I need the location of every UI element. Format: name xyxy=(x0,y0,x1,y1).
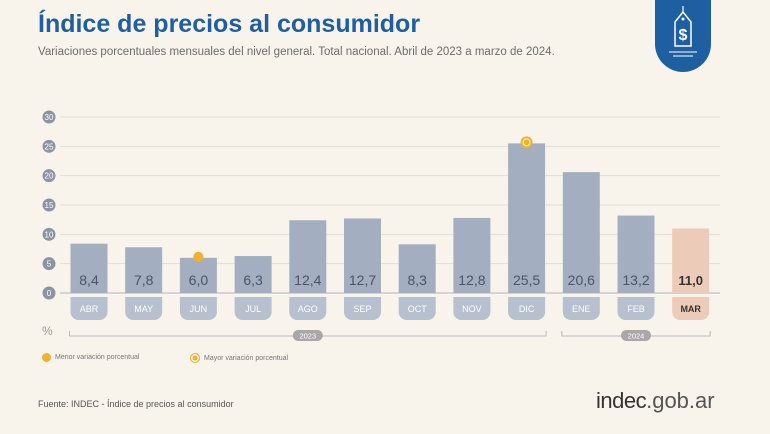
y-tick-marker xyxy=(42,110,56,124)
month-pill xyxy=(125,297,163,320)
bar xyxy=(672,228,710,293)
month-pill xyxy=(344,297,381,320)
indec-logo: indec.gob.ar xyxy=(596,388,715,413)
y-tick-marker xyxy=(42,286,56,300)
bar xyxy=(179,257,217,293)
bar xyxy=(398,244,436,293)
bar xyxy=(617,215,655,293)
y-tick-marker xyxy=(42,139,56,153)
price-tag-dollar-icon: $ xyxy=(655,0,711,72)
data-label: 8,4 xyxy=(79,272,99,288)
page-subtitle: Variaciones porcentuales mensuales del n… xyxy=(38,46,555,58)
month-pill xyxy=(562,297,600,320)
y-tick-label: 0 xyxy=(47,289,52,298)
y-tick-marker xyxy=(42,169,56,183)
x-tick-label: DIC xyxy=(519,304,535,314)
y-tick-marker xyxy=(42,227,56,241)
y-tick-label: 15 xyxy=(45,201,54,210)
max-marker xyxy=(520,136,533,149)
min-marker-icon xyxy=(42,353,51,362)
y-tick-label: 30 xyxy=(45,113,54,122)
month-pill xyxy=(508,297,546,320)
bar xyxy=(70,243,108,293)
month-pill xyxy=(672,297,710,320)
month-pill xyxy=(398,297,436,320)
year-pill xyxy=(292,330,323,341)
bar xyxy=(562,172,600,293)
data-label: 6,0 xyxy=(189,272,209,288)
x-tick-label: JUN xyxy=(190,304,208,314)
y-tick-label: 5 xyxy=(47,260,52,269)
x-tick-label: ENE xyxy=(572,304,591,314)
data-label: 13,2 xyxy=(622,272,649,288)
legend-max: Mayor variación porcentual xyxy=(190,353,288,363)
month-pill xyxy=(70,297,108,320)
y-axis-unit: % xyxy=(42,324,53,338)
x-tick-label: MAY xyxy=(134,304,153,314)
y-tick-label: 20 xyxy=(45,172,54,181)
data-label: 7,8 xyxy=(134,272,154,288)
year-pill xyxy=(621,330,651,341)
page-title: Índice de precios al consumidor xyxy=(38,10,421,38)
month-pill xyxy=(289,297,327,320)
x-tick-label: OCT xyxy=(408,304,428,314)
month-pill xyxy=(453,297,491,320)
legend-min-label: Menor variación porcentual xyxy=(55,354,140,361)
x-tick-label: ABR xyxy=(80,304,99,314)
legend-max-label: Mayor variación porcentual xyxy=(204,354,289,362)
data-label: 8,3 xyxy=(407,272,427,288)
x-tick-label: FEB xyxy=(627,304,645,314)
x-tick-label: MAR xyxy=(680,304,701,314)
data-label: 20,6 xyxy=(568,272,595,288)
x-tick-label: NOV xyxy=(462,304,482,314)
data-label: 12,4 xyxy=(294,272,321,288)
bar xyxy=(344,218,381,293)
bar-chart: 0 5 10 15 20 25 30% 8,4 ABR 7,8 MAY 6,0 JUN 6,3 JUL 12,… xyxy=(42,110,720,341)
bar xyxy=(125,247,163,293)
data-label: 12,8 xyxy=(458,272,485,288)
x-tick-label: AGO xyxy=(298,304,318,314)
data-label: 6,3 xyxy=(243,272,263,288)
svg-text:$: $ xyxy=(679,27,688,44)
max-marker-ring xyxy=(522,138,531,147)
year-label: 2024 xyxy=(628,332,645,341)
bar xyxy=(234,256,272,293)
bar xyxy=(289,220,327,293)
max-marker-icon xyxy=(190,353,200,363)
y-tick-label: 25 xyxy=(45,142,54,151)
data-label: 11,0 xyxy=(678,273,703,288)
x-tick-label: SEP xyxy=(353,304,371,314)
legend-min: Menor variación porcentual xyxy=(42,353,139,362)
bar xyxy=(453,217,491,293)
year-label: 2023 xyxy=(299,332,316,341)
data-label: 12,7 xyxy=(349,272,376,288)
month-pill xyxy=(234,297,272,320)
y-tick-marker xyxy=(42,257,56,271)
month-pill xyxy=(179,297,217,320)
month-pill xyxy=(617,297,655,320)
source-note: Fuente: INDEC - Índice de precios al con… xyxy=(38,399,234,409)
y-tick-marker xyxy=(42,198,56,212)
bar xyxy=(508,143,546,293)
data-label: 25,5 xyxy=(513,272,540,288)
y-tick-label: 10 xyxy=(45,230,54,239)
min-marker xyxy=(193,251,204,262)
x-tick-label: JUL xyxy=(245,304,261,314)
